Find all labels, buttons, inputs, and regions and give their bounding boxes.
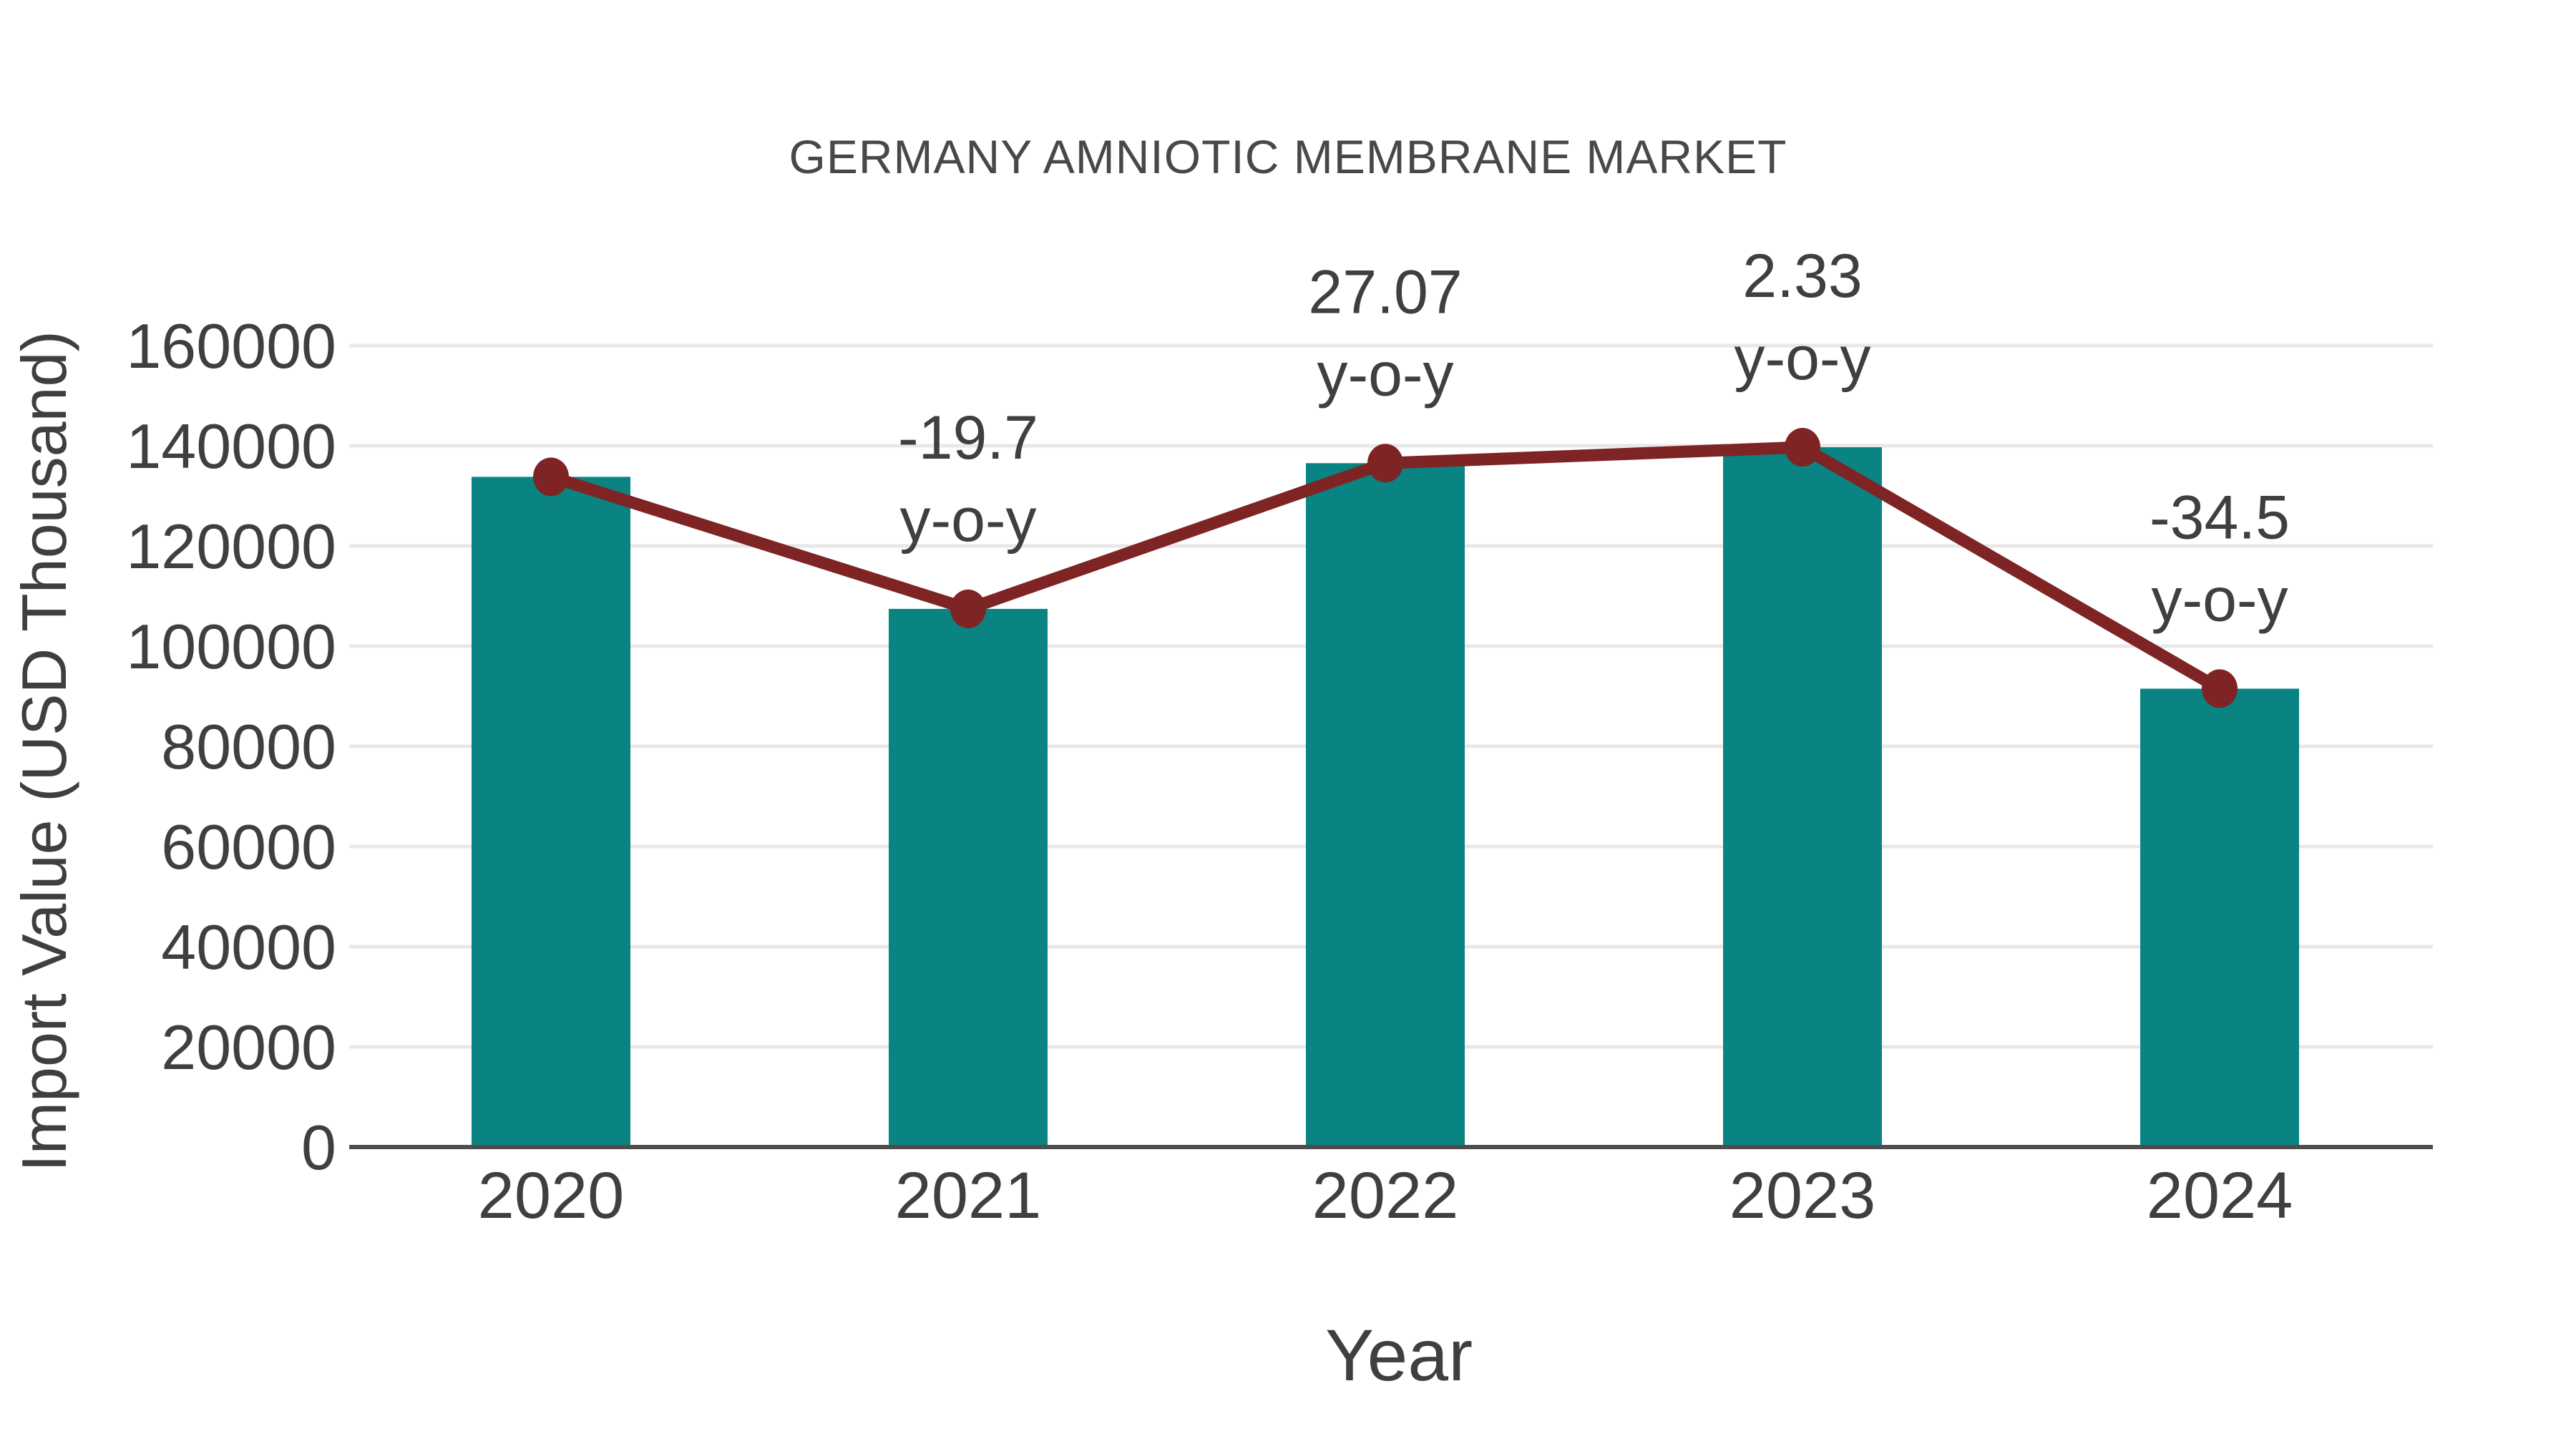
y-tick-label: 40000	[161, 912, 336, 982]
x-tick-label: 2022	[1312, 1159, 1459, 1232]
x-tick-label: 2021	[895, 1159, 1042, 1232]
annotation-value-2022: 27.07	[1308, 258, 1462, 326]
bar-2023	[1723, 447, 1882, 1147]
y-tick-label: 60000	[161, 811, 336, 882]
y-tick-label: 20000	[161, 1012, 336, 1083]
yoy-marker-2023	[1785, 428, 1820, 467]
annotation-suffix-2024: y-o-y	[2151, 565, 2288, 634]
x-tick-label: 2023	[1729, 1159, 1876, 1232]
bar-2021	[889, 608, 1048, 1147]
bar-2020	[472, 477, 630, 1147]
y-tick-label: 160000	[126, 311, 336, 381]
x-tick-label: 2024	[2147, 1159, 2293, 1232]
chart-title: GERMANY AMNIOTIC MEMBRANE MARKET	[789, 130, 1787, 183]
yoy-marker-2020	[533, 457, 569, 497]
annotation-value-2021: -19.7	[898, 404, 1038, 472]
yoy-marker-2021	[950, 589, 986, 628]
annotation-suffix-2022: y-o-y	[1317, 340, 1453, 409]
annotation-value-2023: 2.33	[1742, 242, 1862, 311]
bar-2024	[2140, 688, 2299, 1147]
x-axis-title: Year	[1324, 1314, 1473, 1396]
y-tick-label: 80000	[161, 711, 336, 782]
y-tick-label: 120000	[126, 511, 336, 582]
y-tick-label: 0	[301, 1112, 336, 1183]
annotation-suffix-2021: y-o-y	[899, 486, 1036, 555]
y-tick-label: 140000	[126, 411, 336, 482]
yoy-marker-2024	[2202, 669, 2238, 708]
annotation-value-2024: -34.5	[2150, 483, 2290, 552]
annotation-suffix-2023: y-o-y	[1734, 324, 1870, 393]
y-tick-label: 100000	[126, 611, 336, 682]
x-tick-label: 2020	[478, 1159, 625, 1232]
yoy-marker-2022	[1367, 444, 1403, 483]
bar-2022	[1306, 463, 1465, 1147]
